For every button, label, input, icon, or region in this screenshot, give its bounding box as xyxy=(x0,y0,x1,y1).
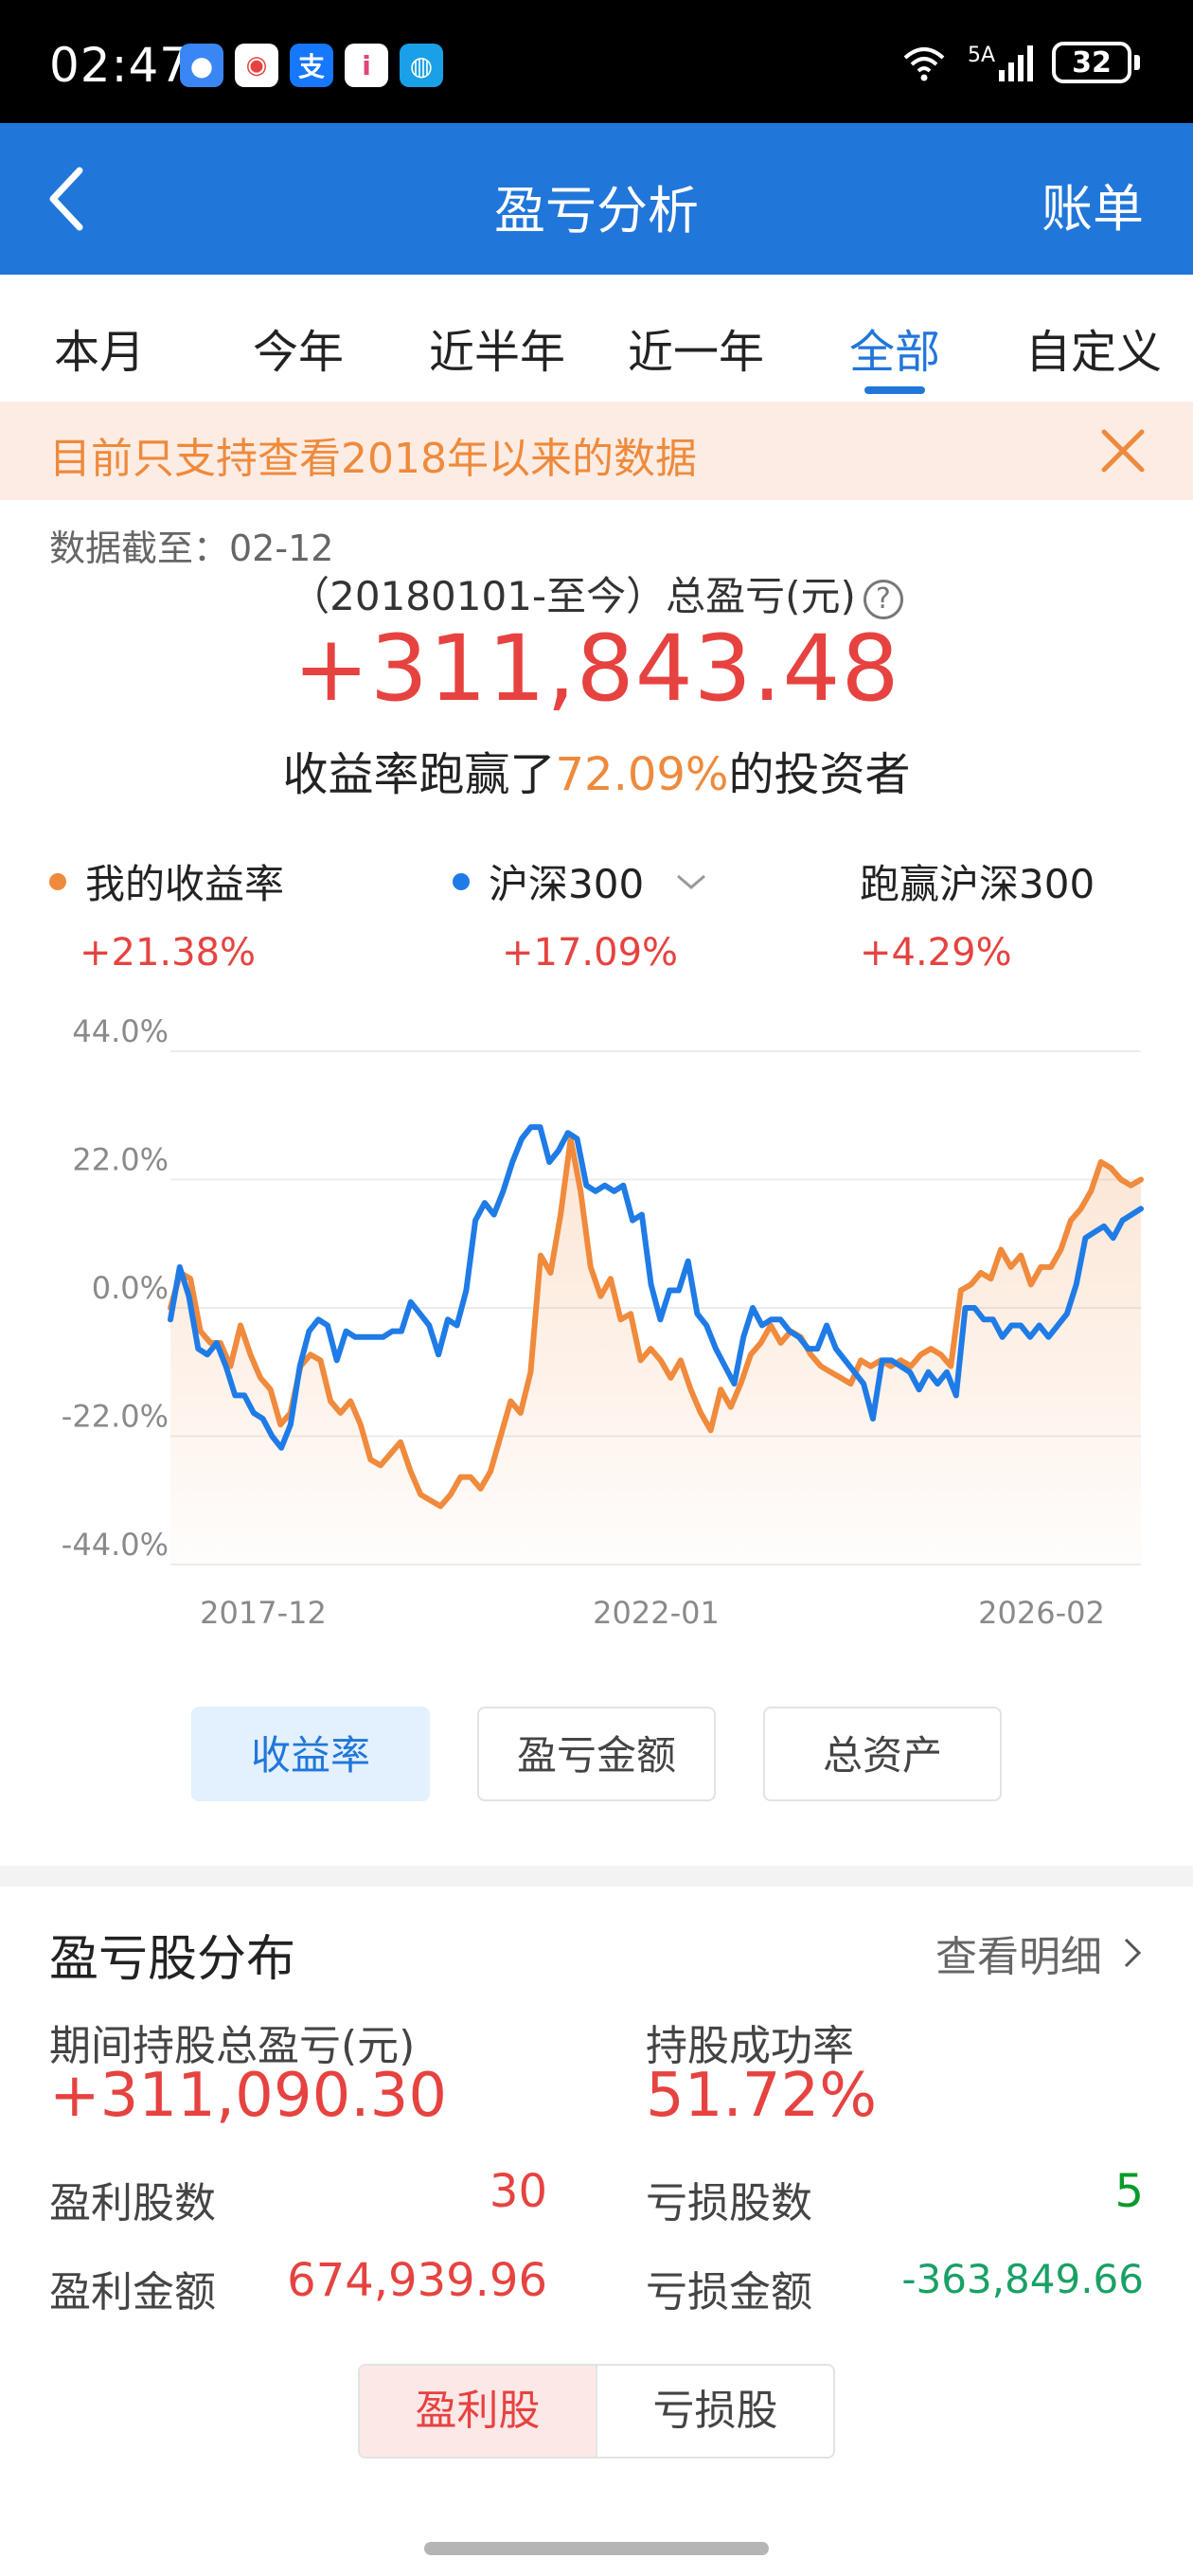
beat-percent: 72.09% xyxy=(555,748,729,801)
wifi-icon xyxy=(903,47,945,81)
x-tick-label: 2026-02 xyxy=(978,1595,1105,1631)
chart-legend: 我的收益率 +21.38% 沪深300 +17.09% 跑赢沪深300 +4.2… xyxy=(0,852,1193,985)
my-return-area xyxy=(170,1138,1141,1565)
network-type: 5A xyxy=(967,44,995,67)
mode-return-rate-button[interactable]: 收益率 xyxy=(191,1707,430,1801)
legend-beat: 跑赢沪深300 +4.29% xyxy=(860,852,1095,975)
battery-icon: 32 xyxy=(1052,42,1140,83)
signal-icon: 5A xyxy=(968,44,1033,81)
mode-total-assets-button[interactable]: 总资产 xyxy=(763,1707,1002,1801)
nav-bar: 盈亏分析 账单 xyxy=(0,123,1193,275)
legend-index-value: +17.09% xyxy=(502,931,679,975)
csi300-line xyxy=(168,1124,1144,1451)
bill-button[interactable]: 账单 xyxy=(1042,179,1144,239)
broker-app-icon: ◍ xyxy=(400,44,443,87)
loss-amount-value: -363,849.66 xyxy=(901,2256,1144,2302)
total-pnl-value: +311,843.48 xyxy=(293,616,900,722)
tab-one-year[interactable]: 近一年 xyxy=(627,326,764,379)
close-icon[interactable] xyxy=(1096,424,1149,477)
loss-count-value: 5 xyxy=(1114,2165,1144,2218)
loss-count-label: 亏损股数 xyxy=(646,2179,812,2227)
legend-beat-value: +4.29% xyxy=(860,931,1012,975)
period-pnl-value: +311,090.30 xyxy=(49,2061,448,2131)
legend-mine: 我的收益率 +21.38% xyxy=(49,852,284,975)
profit-stocks-button[interactable]: 盈利股 xyxy=(360,2366,596,2457)
home-indicator[interactable] xyxy=(424,2542,769,2555)
legend-index-name: 沪深300 xyxy=(489,861,645,907)
alipay-app-icon: 支 xyxy=(290,44,333,87)
mode-pnl-amount-button[interactable]: 盈亏金额 xyxy=(477,1707,716,1801)
section-divider xyxy=(0,1866,1193,1887)
status-right: 5A 32 xyxy=(899,42,1140,83)
profit-count-label: 盈利股数 xyxy=(49,2179,216,2227)
success-rate-label: 持股成功率 xyxy=(646,2022,854,2070)
return-chart-svg: 44.0% 22.0% 0.0% -22.0% -44.0% 2017-12 2022-01… xyxy=(62,1013,1144,1631)
legend-mine-value: +21.38% xyxy=(80,931,257,975)
total-pnl-label-text: （20180101-至今）总盈亏(元) xyxy=(290,573,856,619)
y-tick-label: 22.0% xyxy=(72,1142,169,1178)
status-bar: 02:47 ● ◉ 支 i ◍ 5A 32 xyxy=(0,0,1193,123)
back-chevron-icon[interactable] xyxy=(40,161,97,237)
tab-this-year[interactable]: 今年 xyxy=(252,326,344,379)
legend-beat-name: 跑赢沪深300 xyxy=(860,861,1095,907)
period-pnl-label: 期间持股总盈亏(元) xyxy=(49,2022,416,2070)
blue-dot-icon xyxy=(453,872,470,890)
x-tick-label: 2022-01 xyxy=(593,1595,720,1631)
x-tick-label: 2017-12 xyxy=(200,1595,327,1631)
view-detail-link[interactable]: 查看明细 xyxy=(935,1923,1144,1983)
legend-mine-name: 我的收益率 xyxy=(85,861,285,907)
y-tick-label: -44.0% xyxy=(62,1527,169,1563)
page-title: 盈亏分析 xyxy=(494,181,699,241)
orange-dot-icon xyxy=(49,872,66,890)
total-pnl-label: （20180101-至今）总盈亏(元)? xyxy=(0,564,1193,622)
notice-text: 目前只支持查看2018年以来的数据 xyxy=(49,435,697,483)
people-app-icon: ◉ xyxy=(235,44,278,87)
data-date: 数据截至：02-12 xyxy=(49,528,334,569)
profit-loss-segment: 盈利股 亏损股 xyxy=(358,2364,835,2459)
tab-this-month[interactable]: 本月 xyxy=(53,326,145,379)
distribution-title: 盈亏股分布 xyxy=(49,1931,296,1988)
y-tick-label: 0.0% xyxy=(92,1270,169,1306)
beat-suffix: 的投资者 xyxy=(728,748,911,801)
notice-banner: 目前只支持查看2018年以来的数据 xyxy=(0,402,1193,500)
tab-custom[interactable]: 自定义 xyxy=(1024,326,1162,379)
profit-amount-label: 盈利金额 xyxy=(49,2268,216,2317)
view-detail-label: 查看明细 xyxy=(935,1933,1102,1981)
period-tabs: 本月 今年 近半年 近一年 全部 自定义 xyxy=(0,275,1193,402)
loss-amount-label: 亏损金额 xyxy=(646,2268,812,2317)
y-tick-label: -22.0% xyxy=(62,1399,169,1435)
info-app-icon: i xyxy=(345,44,388,87)
success-rate-value: 51.72% xyxy=(646,2061,878,2131)
return-chart[interactable]: 44.0% 22.0% 0.0% -22.0% -44.0% 2017-12 2022-01… xyxy=(0,1004,1193,1648)
battery-level: 32 xyxy=(1052,42,1131,83)
help-icon[interactable]: ? xyxy=(863,580,903,619)
profit-amount-value: 674,939.96 xyxy=(287,2254,547,2307)
legend-index[interactable]: 沪深300 +17.09% xyxy=(453,852,710,975)
my-return-line xyxy=(168,1136,1144,1510)
chevron-down-icon[interactable] xyxy=(672,870,710,893)
tab-all[interactable]: 全部 xyxy=(795,275,994,402)
notification-icons: ● ◉ 支 i ◍ xyxy=(180,44,443,87)
beat-prefix: 收益率跑赢了 xyxy=(282,748,556,801)
beat-investors: 收益率跑赢了72.09%的投资者 xyxy=(0,737,1193,803)
status-time: 02:47 xyxy=(49,38,191,93)
profit-count-value: 30 xyxy=(489,2165,547,2218)
chevron-right-icon xyxy=(1124,1938,1142,1968)
message-app-icon: ● xyxy=(180,44,223,87)
y-tick-label: 44.0% xyxy=(72,1013,169,1049)
tab-half-year[interactable]: 近半年 xyxy=(428,326,565,379)
loss-stocks-button[interactable]: 亏损股 xyxy=(596,2366,833,2457)
